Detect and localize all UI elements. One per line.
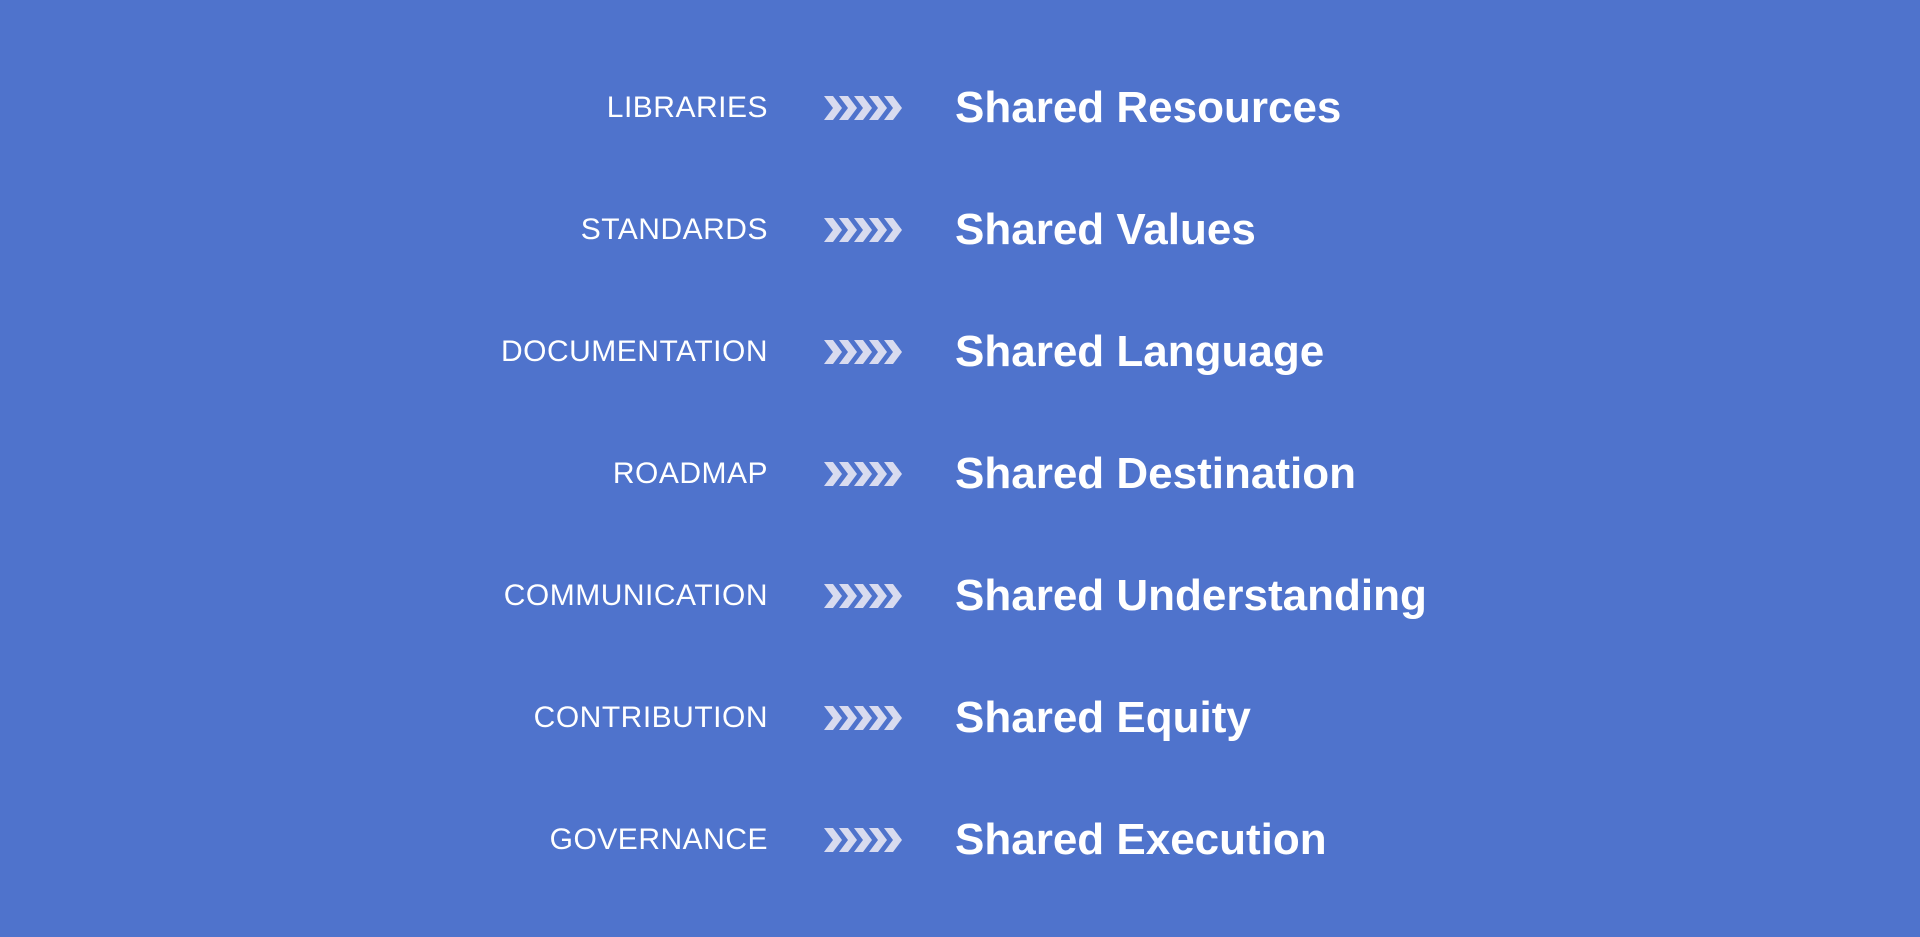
row-label: ROADMAP — [612, 457, 768, 490]
mapping-row: GOVERNANCE Shared Execution — [0, 810, 1920, 870]
row-value: Shared Execution — [955, 815, 1327, 864]
row-value: Shared Understanding — [955, 571, 1427, 620]
row-value: Shared Destination — [955, 449, 1356, 498]
mapping-row: CONTRIBUTION Shared Equity — [0, 688, 1920, 748]
chevrons-right-icon — [824, 826, 906, 854]
chevrons-right-icon — [824, 704, 906, 732]
mapping-row: LIBRARIES Shared Resources — [0, 78, 1920, 138]
row-value: Shared Values — [955, 205, 1256, 254]
chevrons-right-icon — [824, 94, 906, 122]
row-label: CONTRIBUTION — [533, 701, 768, 734]
row-value: Shared Resources — [955, 83, 1342, 132]
chevrons-right-icon — [824, 460, 906, 488]
row-value: Shared Equity — [955, 693, 1251, 742]
row-value: Shared Language — [955, 327, 1325, 376]
row-label: STANDARDS — [580, 213, 768, 246]
chevrons-right-icon — [824, 582, 906, 610]
chevrons-right-icon — [824, 338, 906, 366]
row-label: DOCUMENTATION — [500, 335, 768, 368]
row-label: LIBRARIES — [606, 91, 768, 124]
row-label: COMMUNICATION — [503, 579, 768, 612]
row-label: GOVERNANCE — [549, 823, 768, 856]
chevrons-right-icon — [824, 216, 906, 244]
mapping-row: ROADMAP Shared Destination — [0, 444, 1920, 504]
mapping-row: DOCUMENTATION Shared Language — [0, 322, 1920, 382]
mapping-row: STANDARDS Shared Values — [0, 200, 1920, 260]
mapping-row: COMMUNICATION Shared Understanding — [0, 566, 1920, 626]
